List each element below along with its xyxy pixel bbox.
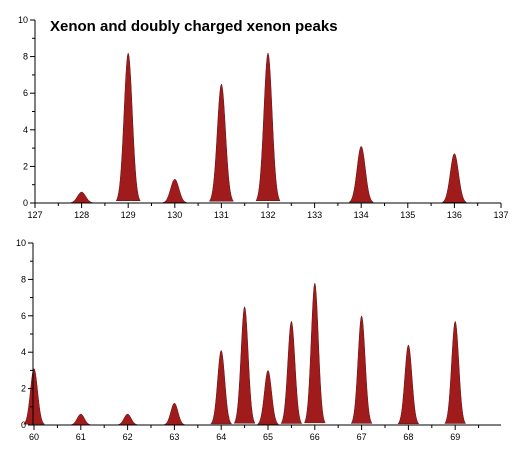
peak-1-9 xyxy=(350,315,373,424)
x-tick-label: 135 xyxy=(400,210,415,220)
peak-0-6 xyxy=(441,153,468,203)
chart-title: Xenon and doubly charged xenon peaks xyxy=(50,18,338,35)
peak-1-4 xyxy=(210,349,233,425)
x-tick-label: 61 xyxy=(76,432,86,442)
x-tick-label: 136 xyxy=(447,210,462,220)
x-tick-label: 129 xyxy=(121,210,136,220)
y-tick-label: 10 xyxy=(18,15,28,25)
x-tick-label: 68 xyxy=(403,432,413,442)
y-tick-label: 4 xyxy=(21,347,26,357)
x-tick-label: 133 xyxy=(307,210,322,220)
peak-0-4 xyxy=(255,52,281,201)
y-tick-label: 2 xyxy=(21,384,26,394)
x-tick-label: 67 xyxy=(357,432,367,442)
y-tick-label: 0 xyxy=(21,420,26,430)
peak-0-3 xyxy=(208,83,234,202)
x-tick-label: 131 xyxy=(214,210,229,220)
x-tick-label: 64 xyxy=(216,432,226,442)
peak-1-11 xyxy=(444,320,467,424)
peak-1-10 xyxy=(397,344,420,425)
y-tick-label: 0 xyxy=(23,198,28,208)
y-tick-label: 8 xyxy=(23,52,28,62)
y-tick-label: 2 xyxy=(23,161,28,171)
peak-1-0 xyxy=(22,368,46,425)
y-tick-label: 4 xyxy=(23,125,28,135)
peak-1-8 xyxy=(304,282,326,424)
peak-1-6 xyxy=(256,369,280,425)
peak-1-3 xyxy=(163,402,185,425)
y-tick-label: 6 xyxy=(21,311,26,321)
peak-1-2 xyxy=(117,413,139,426)
x-tick-label: 134 xyxy=(354,210,369,220)
peak-1-5 xyxy=(233,305,256,424)
x-tick-label: 63 xyxy=(169,432,179,442)
x-tick-label: 128 xyxy=(74,210,89,220)
x-tick-label: 127 xyxy=(27,210,42,220)
y-tick-label: 10 xyxy=(16,238,26,248)
peak-0-5 xyxy=(348,145,374,203)
x-tick-label: 60 xyxy=(29,432,39,442)
peak-0-0 xyxy=(69,191,94,204)
y-tick-label: 8 xyxy=(21,274,26,284)
x-tick-label: 62 xyxy=(123,432,133,442)
peak-0-1 xyxy=(115,52,141,201)
top-panel: 0 2 4 6 8 10 127 128 129 130 131 132 133 134 135 136 137 xyxy=(18,15,509,220)
x-tick-label: 132 xyxy=(260,210,275,220)
x-tick-label: 66 xyxy=(310,432,320,442)
peak-1-7 xyxy=(280,320,303,424)
x-tick-label: 130 xyxy=(167,210,182,220)
x-tick-label: 137 xyxy=(493,210,508,220)
x-tick-label: 69 xyxy=(450,432,460,442)
x-tick-label: 65 xyxy=(263,432,273,442)
y-tick-label: 6 xyxy=(23,88,28,98)
peak-1-1 xyxy=(70,413,92,426)
peak-0-2 xyxy=(162,178,187,203)
